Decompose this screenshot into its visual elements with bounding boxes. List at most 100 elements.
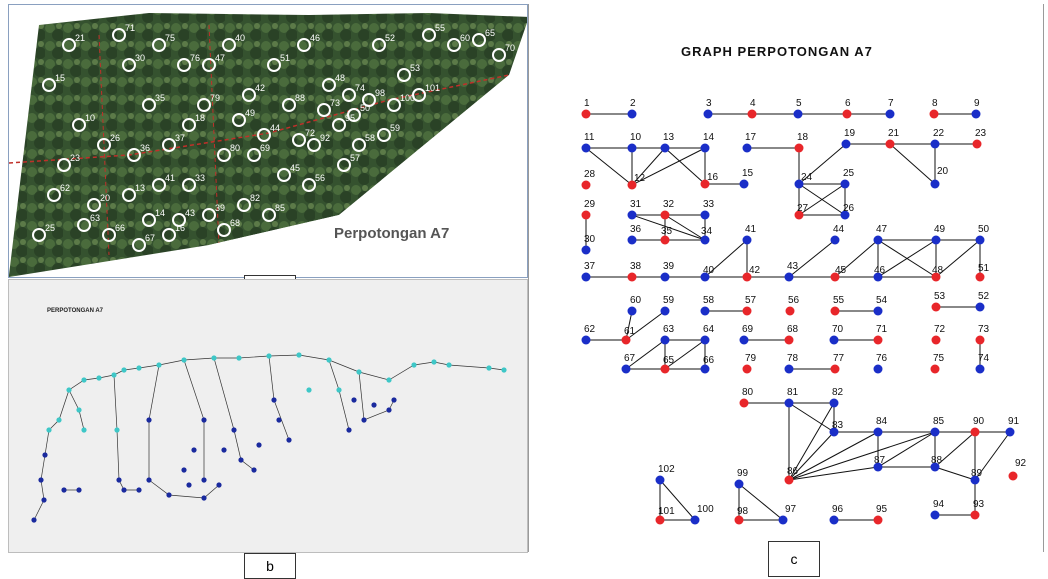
graph-node-label-87: 87: [874, 455, 886, 466]
graph-node-21: [885, 139, 895, 149]
schematic-node: [386, 377, 392, 383]
svg-text:60: 60: [460, 33, 470, 43]
svg-text:92: 92: [320, 133, 330, 143]
graph-node-8: [929, 109, 939, 119]
graph-node-28: [581, 180, 591, 190]
schematic-node: [271, 397, 277, 403]
photo-marker: 40: [222, 33, 245, 52]
svg-text:69: 69: [260, 143, 270, 153]
graph-node-label-4: 4: [750, 98, 756, 109]
graph-node-label-85: 85: [933, 416, 945, 427]
graph-node-label-35: 35: [661, 226, 673, 237]
graph-node-label-30: 30: [584, 234, 596, 245]
graph-node-label-24: 24: [801, 172, 813, 183]
graph-node-102: [655, 475, 665, 485]
svg-text:47: 47: [215, 53, 225, 63]
svg-text:10: 10: [85, 113, 95, 123]
graph-node-label-89: 89: [971, 468, 983, 479]
graph-node-2: [627, 109, 637, 119]
photo-marker: 95: [332, 113, 355, 132]
schematic-node: [251, 467, 257, 473]
graph-node-label-54: 54: [876, 295, 888, 306]
graph-node-62: [581, 335, 591, 345]
svg-text:42: 42: [255, 83, 265, 93]
schematic-node: [146, 417, 152, 423]
graph-node-14: [700, 143, 710, 153]
aerial-photo-panel: 15 10 23 20 25 30 35 37 33 39 40 42 44 45 46 48 50 52 53 55…: [8, 4, 528, 278]
svg-text:50: 50: [360, 103, 370, 113]
graph-edge-32-34: [664, 214, 706, 241]
graph-node-47: [873, 235, 883, 245]
graph-node-31: [627, 210, 637, 220]
svg-text:80: 80: [230, 143, 240, 153]
graph-node-44: [830, 235, 840, 245]
graph-node-56: [785, 306, 795, 316]
graph-node-40: [700, 272, 710, 282]
photo-marker: 14: [142, 208, 165, 227]
schematic-node: [61, 487, 67, 493]
photo-marker: 49: [232, 108, 255, 127]
graph-node-49: [931, 235, 941, 245]
graph-node-53: [931, 302, 941, 312]
schematic-node: [326, 357, 332, 363]
photo-marker: 71: [112, 23, 135, 42]
graph-node-label-75: 75: [933, 353, 945, 364]
svg-text:13: 13: [135, 183, 145, 193]
svg-text:59: 59: [390, 123, 400, 133]
graph-node-label-11: 11: [584, 132, 595, 143]
graph-node-74: [975, 364, 985, 374]
photo-marker: 46: [297, 33, 320, 52]
svg-text:101: 101: [425, 83, 440, 93]
graph-node-16: [700, 179, 710, 189]
graph-node-9: [971, 109, 981, 119]
photo-marker: 26: [97, 133, 120, 152]
photo-marker: 33: [182, 173, 205, 192]
graph-node-label-73: 73: [978, 324, 990, 335]
graph-node-60: [627, 306, 637, 316]
schematic-node: [266, 353, 272, 359]
graph-node-label-27: 27: [797, 203, 809, 214]
svg-text:74: 74: [355, 83, 365, 93]
label-b: b: [244, 553, 296, 579]
graph-node-label-82: 82: [832, 387, 844, 398]
graph-node-label-56: 56: [788, 295, 800, 306]
graph-node-label-46: 46: [874, 265, 886, 276]
photo-marker: 62: [47, 183, 70, 202]
graph-node-13: [660, 143, 670, 153]
graph-node-95: [873, 515, 883, 525]
graph-node-58: [700, 306, 710, 316]
schematic-node: [121, 367, 127, 373]
graph-node-label-83: 83: [832, 420, 844, 431]
graph-edge-61-59: [625, 310, 666, 341]
graph-node-42: [742, 272, 752, 282]
graph-node-label-86: 86: [787, 466, 799, 477]
graph-edge-102-100: [659, 479, 696, 521]
svg-text:40: 40: [235, 33, 245, 43]
graph-node-77: [830, 364, 840, 374]
graph-node-label-81: 81: [787, 387, 799, 398]
graph-edge-19-24: [798, 143, 847, 185]
graph-edge-63-67: [625, 339, 666, 370]
graph-node-80: [739, 398, 749, 408]
graph-edge-86-87: [788, 466, 879, 481]
schematic-node: [181, 467, 187, 473]
svg-text:63: 63: [90, 213, 100, 223]
graph-node-label-99: 99: [737, 468, 749, 479]
graph-edge-12-13: [631, 147, 666, 186]
graph-node-39: [660, 272, 670, 282]
graph-node-85: [930, 427, 940, 437]
svg-text:33: 33: [195, 173, 205, 183]
svg-text:25: 25: [45, 223, 55, 233]
photo-marker: 47: [202, 53, 225, 72]
aerial-photo-image: 15 10 23 20 25 30 35 37 33 39 40 42 44 45 46 48 50 52 53 55…: [9, 5, 527, 277]
label-c: c: [768, 541, 820, 577]
schematic-node: [238, 457, 244, 463]
graph-node-label-80: 80: [742, 387, 754, 398]
photo-marker: 35: [142, 93, 165, 112]
graph-node-75: [930, 364, 940, 374]
graph-node-label-28: 28: [584, 169, 596, 180]
graph-node-label-10: 10: [630, 132, 642, 143]
graph-node-81: [784, 398, 794, 408]
photo-marker: 60: [447, 33, 470, 52]
graph-node-29: [581, 210, 591, 220]
